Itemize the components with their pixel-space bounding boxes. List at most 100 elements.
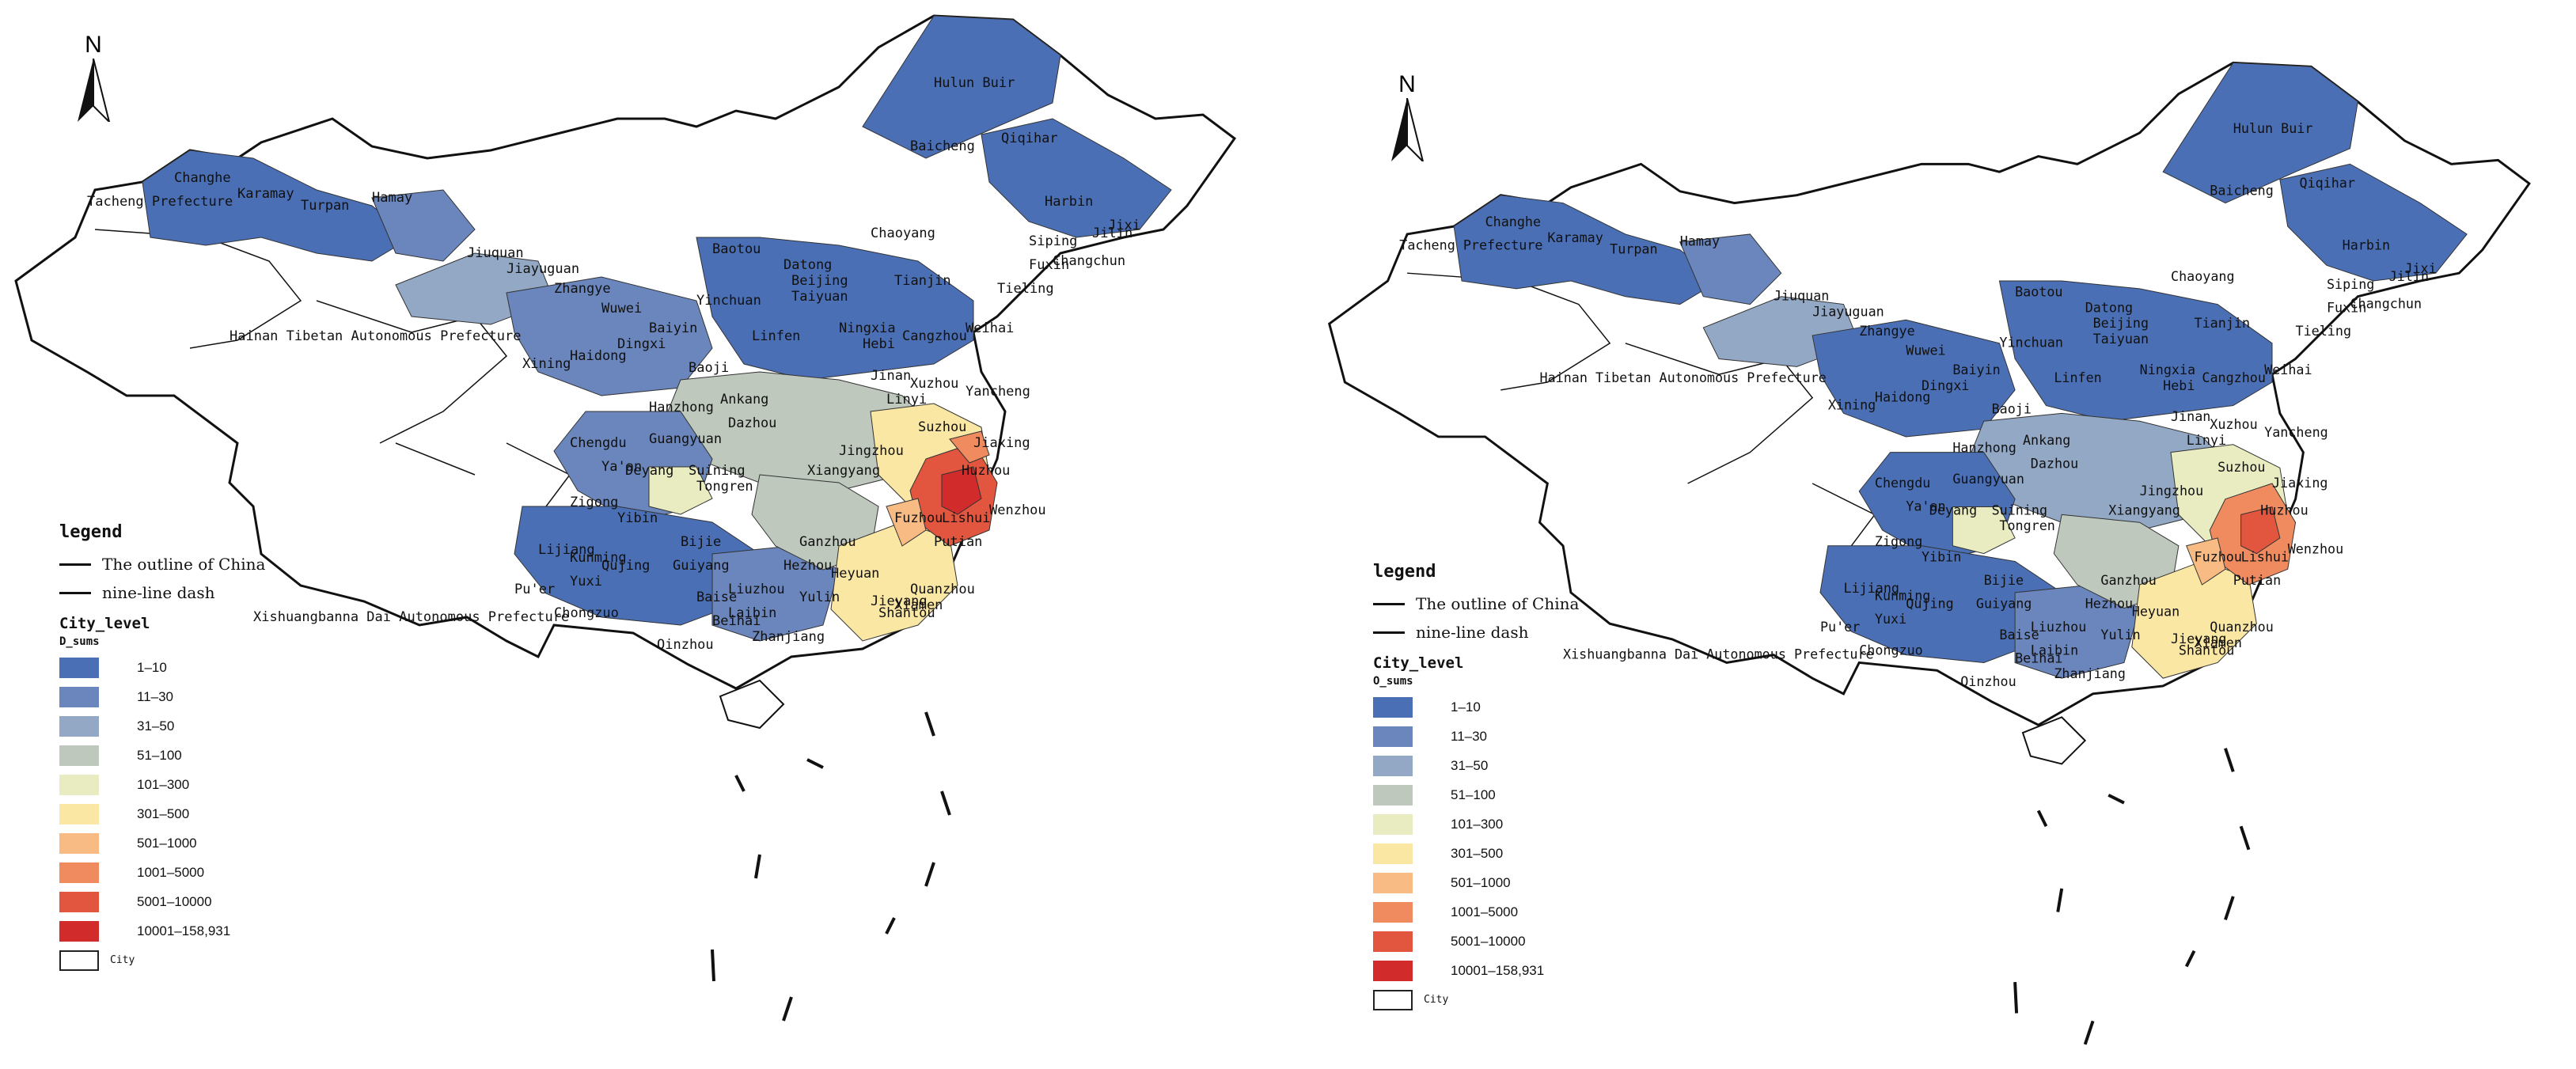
legend-class-item: 1–10 bbox=[1373, 692, 1579, 722]
place-label: Taiyuan bbox=[2093, 331, 2149, 347]
place-label: Xishuangbanna Dai Autonomous Prefecture bbox=[1563, 646, 1874, 662]
place-label: Lishui bbox=[942, 510, 990, 526]
place-label: Wuwei bbox=[1906, 343, 1945, 358]
place-label: Yuxi bbox=[570, 574, 602, 589]
legend-layer-title: City_level bbox=[1373, 654, 1464, 672]
legend-class-item: 501–1000 bbox=[1373, 868, 1579, 897]
place-label: Cangzhou bbox=[2202, 370, 2266, 385]
place-label: Jieyang bbox=[871, 593, 928, 609]
legend-class-label: 1–10 bbox=[1451, 699, 1481, 715]
legend-line-nine-dash: nine-line dash bbox=[1373, 618, 1579, 646]
legend-class-item: 101–300 bbox=[1373, 809, 1579, 839]
place-label: Xining bbox=[1828, 396, 1876, 412]
legend-class-item: 301–500 bbox=[1373, 839, 1579, 868]
place-label: Changhe bbox=[1485, 214, 1541, 229]
place-label: Jinan bbox=[2171, 408, 2210, 424]
place-label: Xuzhou bbox=[2210, 416, 2257, 432]
legend-class-item: 31–50 bbox=[59, 711, 265, 741]
place-label: Chongzuo bbox=[1859, 643, 1923, 658]
place-label: Linyi bbox=[2187, 432, 2226, 448]
place-label: Zigong bbox=[570, 495, 618, 510]
region-xinjiang-north bbox=[1453, 195, 1720, 305]
place-label: Zhanjiang bbox=[2054, 665, 2126, 681]
place-label: Weihai bbox=[966, 320, 1014, 336]
legend-class-item: 5001–10000 bbox=[59, 887, 265, 916]
legend-class-label: 5001–10000 bbox=[1451, 933, 1526, 949]
place-label: Pu'er bbox=[1820, 619, 1860, 635]
legend-title: legend bbox=[59, 522, 123, 542]
map-panel-o-sums: Hulun Buir Baicheng Qiqihar Harbin Jixi Jilin… bbox=[1314, 0, 2576, 1069]
place-labels: Hulun Buir Baicheng Qiqihar Harbin JixiJilin… bbox=[1399, 120, 2436, 689]
place-label: Jieyang bbox=[2171, 631, 2226, 646]
map-panel-d-sums: Hulun Buir Baicheng Qiqihar Harbin Jixi Jilin… bbox=[0, 0, 1282, 1069]
place-label: Huzhou bbox=[2260, 502, 2308, 517]
legend-city-label: City bbox=[110, 954, 135, 966]
place-label: Hebi bbox=[863, 336, 895, 352]
place-label: Fuxin bbox=[1029, 257, 1069, 273]
legend-class-item: 1001–5000 bbox=[1373, 897, 1579, 927]
region-hulun-buir bbox=[862, 15, 1061, 159]
region-northeast bbox=[981, 118, 1172, 238]
legend-class-label: 101–300 bbox=[137, 776, 190, 792]
region-hamay bbox=[1679, 233, 1782, 305]
place-label: Datong bbox=[2085, 299, 2133, 315]
legend-line-outline: The outline of China bbox=[59, 550, 265, 578]
region-hainan bbox=[2021, 716, 2087, 765]
place-label: Heyuan bbox=[831, 566, 879, 582]
place-label: Baoji bbox=[1992, 400, 2032, 416]
legend-class-item: 301–500 bbox=[59, 799, 265, 828]
region-xinjiang-north bbox=[142, 150, 412, 262]
place-label: Deyang bbox=[1929, 502, 1977, 517]
place-label: Baise bbox=[1999, 627, 2039, 643]
china-map: Hulun Buir Baicheng Qiqihar Harbin JixiJilin… bbox=[1328, 61, 2531, 1045]
region-chengdu bbox=[648, 466, 713, 515]
place-label: Wuwei bbox=[601, 301, 642, 317]
place-label: Guiyang bbox=[673, 558, 730, 574]
legend-class-swatch bbox=[59, 686, 99, 707]
legend-class-label: 51–100 bbox=[137, 747, 182, 763]
place-label: Haidong bbox=[1875, 389, 1930, 405]
place-label: Heyuan bbox=[2132, 603, 2180, 619]
legend-line-outline: The outline of China bbox=[1373, 589, 1579, 618]
place-label: Pu'er bbox=[514, 582, 555, 597]
place-label: Jiayuguan bbox=[506, 261, 579, 277]
legend-line-outline-label: The outline of China bbox=[1416, 594, 1580, 613]
place-label: Quanzhou bbox=[910, 582, 975, 597]
legend-class-item: 11–30 bbox=[59, 682, 265, 711]
place-label: Hamay bbox=[372, 190, 412, 206]
place-label: Changchun bbox=[2350, 295, 2422, 311]
legend-class-list: 1–10 11–30 31–50 51–100 101–300 301–500 501–10… bbox=[59, 653, 265, 946]
place-label: Qinzhou bbox=[1960, 673, 2016, 689]
legend-class-label: 11–30 bbox=[1451, 728, 1488, 744]
place-label: Lijiang bbox=[1844, 580, 1899, 596]
place-label: Chengdu bbox=[1875, 475, 1930, 491]
place-label: Dingxi bbox=[617, 336, 666, 352]
legend-class-swatch bbox=[1373, 755, 1413, 776]
place-label: Siping bbox=[1029, 233, 1077, 249]
legend-field-name: D_sums bbox=[59, 635, 100, 648]
place-label: Lishui bbox=[2241, 548, 2289, 564]
place-label: Tieling bbox=[997, 281, 1054, 297]
place-label: Beihai bbox=[2015, 650, 2062, 665]
legend-class-swatch bbox=[59, 803, 99, 824]
place-label: Linfen bbox=[752, 328, 800, 344]
legend-line-nine-dash-label: nine-line dash bbox=[102, 583, 215, 602]
place-label: Zigong bbox=[1875, 533, 1922, 549]
legend-class-item: 51–100 bbox=[59, 741, 265, 770]
place-label: Hulun Buir bbox=[934, 75, 1015, 91]
place-label: Suining bbox=[689, 463, 745, 479]
nine-line-dash bbox=[2013, 748, 2251, 1045]
place-label: Ankang bbox=[2023, 432, 2070, 448]
legend-field-name: O_sums bbox=[1373, 675, 1413, 688]
place-label: Harbin bbox=[1045, 194, 1093, 210]
place-label: Linfen bbox=[2054, 370, 2101, 385]
place-label: Qiqihar bbox=[1001, 131, 1058, 146]
place-label: Datong bbox=[783, 257, 832, 273]
place-label: Wenzhou bbox=[989, 502, 1046, 518]
region-hangzhou bbox=[2240, 506, 2281, 555]
place-label: Tieling bbox=[2296, 323, 2351, 339]
legend-class-label: 51–100 bbox=[1451, 787, 1496, 802]
place-label: Siping bbox=[2327, 276, 2374, 292]
place-label: Xiangyang bbox=[807, 463, 880, 479]
north-arrow-icon bbox=[78, 58, 111, 125]
